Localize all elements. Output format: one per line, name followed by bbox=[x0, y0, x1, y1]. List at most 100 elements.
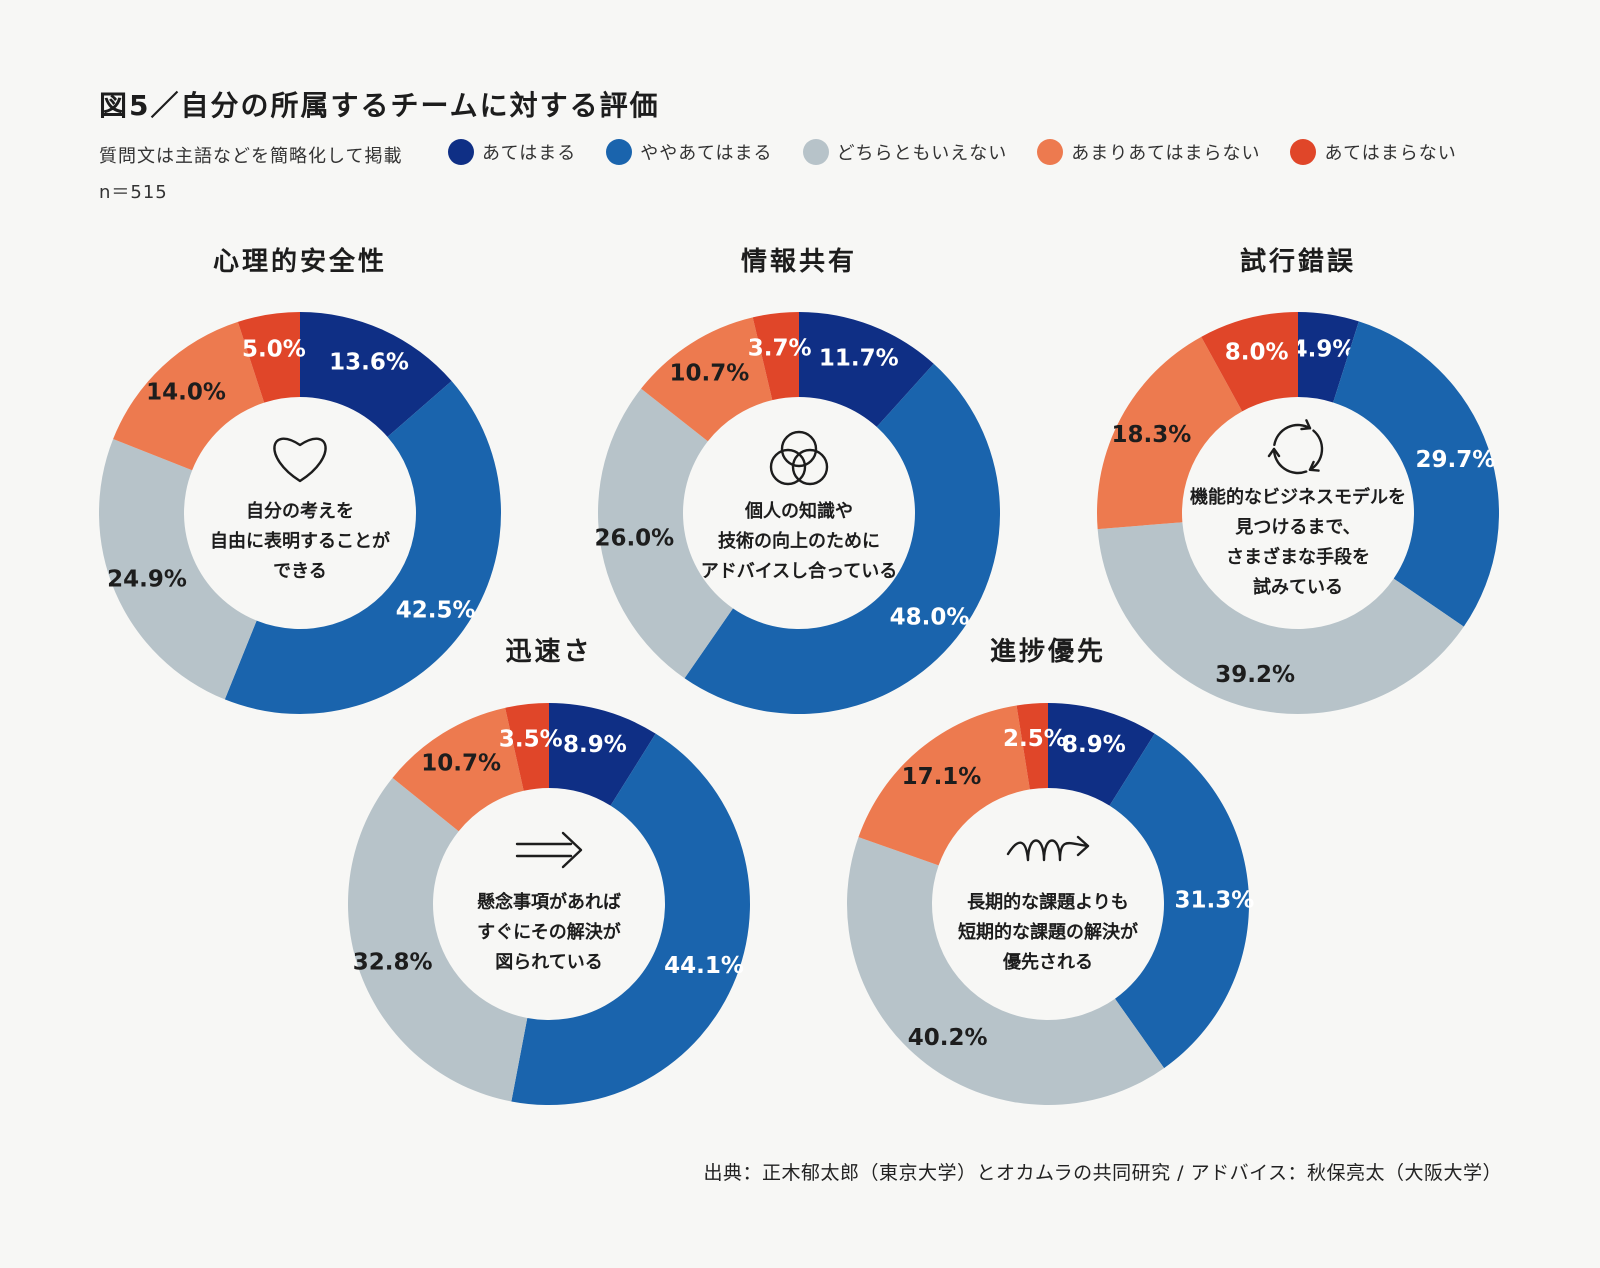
slice-label: 44.1% bbox=[664, 953, 744, 979]
slice-label: 11.7% bbox=[819, 346, 899, 372]
slice-label: 4.9% bbox=[1292, 336, 1356, 362]
center-caption: 懸念事項があれば bbox=[477, 891, 621, 913]
figure-title: 図5／自分の所属するチームに対する評価 bbox=[99, 89, 660, 122]
double-arrow-icon bbox=[515, 831, 583, 869]
donut-slice bbox=[392, 707, 524, 832]
donut-chart: 進捗優先 8.9% 31.3% 40.2% 17.1% 2.5% 長期的な課題よりも短期的な… bbox=[846, 637, 1255, 1105]
donut-slice bbox=[1201, 312, 1298, 412]
slice-label: 39.2% bbox=[1215, 662, 1295, 688]
slice-label: 13.6% bbox=[329, 349, 409, 375]
donut-slice bbox=[549, 703, 656, 806]
slice-label: 42.5% bbox=[396, 598, 476, 624]
donut-slice bbox=[300, 312, 452, 437]
slice-label: 48.0% bbox=[890, 604, 970, 630]
center-caption: 機能的なビジネスモデルを bbox=[1190, 486, 1406, 508]
donut-chart: 試行錯誤 4.9% 29.7% 39.2% 18.3% 8.0% 機能的なビジネスモデルを見… bbox=[1097, 246, 1499, 715]
donut-slice bbox=[1109, 733, 1249, 1069]
heart-icon bbox=[273, 437, 327, 483]
donut-slice bbox=[348, 777, 528, 1102]
center-caption: 技術の向上のために bbox=[718, 530, 880, 552]
donut-slice bbox=[799, 312, 934, 427]
slice-label: 40.2% bbox=[908, 1025, 988, 1051]
legend-item: あまりあてはまらない bbox=[1037, 139, 1260, 165]
slice-label: 32.8% bbox=[353, 949, 433, 975]
center-caption: 試みている bbox=[1253, 576, 1343, 598]
legend-swatch bbox=[1037, 139, 1064, 165]
legend-label: あてはまる bbox=[482, 143, 577, 164]
legend-swatch bbox=[802, 139, 829, 165]
donut-slice bbox=[113, 321, 265, 471]
slice-label: 10.7% bbox=[421, 751, 501, 777]
donut-title: 試行錯誤 bbox=[1240, 246, 1356, 277]
donut-slice bbox=[1097, 522, 1464, 715]
center-caption: 見つけるまで、 bbox=[1234, 517, 1360, 538]
donut-slice bbox=[511, 733, 750, 1105]
center-caption: すぐにその解決が bbox=[477, 921, 621, 943]
legend-swatch bbox=[606, 139, 633, 165]
donut-slice bbox=[752, 312, 799, 401]
loop-arrow-icon bbox=[1006, 835, 1090, 862]
slice-label: 31.3% bbox=[1175, 887, 1255, 913]
slice-label: 26.0% bbox=[594, 526, 674, 552]
center-caption: 自由に表明することが bbox=[210, 530, 390, 552]
legend-label: あてはまらない bbox=[1324, 143, 1457, 164]
source-credit: 出典：正木郁太郎（東京大学）とオカムラの共同研究 / アドバイス：秋保亮太（大阪… bbox=[703, 1162, 1502, 1184]
center-caption: 図られている bbox=[495, 952, 602, 973]
legend-label: あまりあてはまらない bbox=[1071, 143, 1261, 164]
legend-swatch bbox=[448, 139, 474, 165]
donut-slice bbox=[237, 312, 300, 403]
donut-slice bbox=[1097, 336, 1243, 530]
donut-title: 情報共有 bbox=[741, 247, 857, 277]
legend: あてはまる ややあてはまる どちらともいえない あまりあてはまらない あてはまら… bbox=[448, 139, 1487, 165]
cycle-arrows-icon bbox=[1267, 419, 1324, 475]
donut-slice bbox=[505, 703, 549, 791]
donut-slice bbox=[98, 439, 257, 700]
legend-item: あてはまる bbox=[448, 139, 576, 165]
slice-label: 17.1% bbox=[902, 764, 982, 790]
legend-item: あてはまらない bbox=[1290, 139, 1456, 165]
legend-item: どちらともいえない bbox=[802, 139, 1008, 165]
donut-chart: 迅速さ 8.9% 44.1% 32.8% 10.7%3.5% 懸念事項があればすぐにその解… bbox=[348, 637, 750, 1105]
donut-slice bbox=[1298, 312, 1359, 403]
donut-slice bbox=[641, 317, 773, 442]
center-caption: 優先される bbox=[1002, 951, 1093, 973]
donut-slice bbox=[858, 705, 1030, 866]
overlapping-circles-icon bbox=[769, 430, 829, 486]
center-caption: 長期的な課題よりも bbox=[967, 891, 1129, 913]
donut-slice bbox=[1333, 321, 1499, 627]
donut-slice bbox=[224, 381, 501, 714]
center-caption: できる bbox=[273, 561, 327, 582]
legend-item: ややあてはまる bbox=[606, 139, 772, 165]
donut-chart: 心理的安全性 13.6% 42.5% 24.9% 14.0% 5.0% 自分の考えを自由に表… bbox=[98, 246, 501, 714]
slice-label: 2.5% bbox=[1003, 726, 1067, 752]
slice-label: 3.7% bbox=[748, 336, 812, 362]
slice-label: 3.5% bbox=[499, 727, 563, 753]
center-caption: 短期的な課題の解決が bbox=[958, 921, 1138, 943]
slice-label: 8.0% bbox=[1225, 340, 1289, 366]
legend-swatch bbox=[1290, 139, 1317, 165]
donut-title: 進捗優先 bbox=[990, 637, 1106, 667]
figure-note: 質問文は主語などを簡略化して掲載 bbox=[99, 146, 403, 167]
slice-label: 5.0% bbox=[242, 337, 306, 363]
donut-slice bbox=[1016, 703, 1048, 790]
slice-label: 24.9% bbox=[107, 567, 187, 593]
donut-slice bbox=[598, 388, 733, 679]
slice-label: 10.7% bbox=[670, 361, 750, 387]
donut-slice bbox=[684, 363, 1000, 714]
legend-label: ややあてはまる bbox=[640, 143, 773, 164]
donut-chart: 情報共有 11.7% 48.0% 26.0% 10.7%3.7% 個人の知識や技術の向上の… bbox=[594, 247, 1000, 714]
slice-label: 18.3% bbox=[1112, 422, 1192, 448]
center-caption: 個人の知識や bbox=[744, 500, 853, 522]
center-caption: 自分の考えを bbox=[246, 500, 354, 522]
donut-title: 心理的安全性 bbox=[213, 246, 387, 277]
slice-label: 8.9% bbox=[1062, 732, 1126, 758]
donut-slice bbox=[1048, 703, 1155, 806]
slice-label: 14.0% bbox=[146, 380, 226, 406]
donut-slice bbox=[846, 837, 1165, 1105]
legend-label: どちらともいえない bbox=[836, 143, 1008, 164]
slice-label: 8.9% bbox=[563, 732, 627, 758]
slice-label: 29.7% bbox=[1416, 447, 1496, 473]
sample-size: n＝515 bbox=[99, 182, 168, 203]
center-caption: さまざまな手段を bbox=[1226, 546, 1370, 568]
